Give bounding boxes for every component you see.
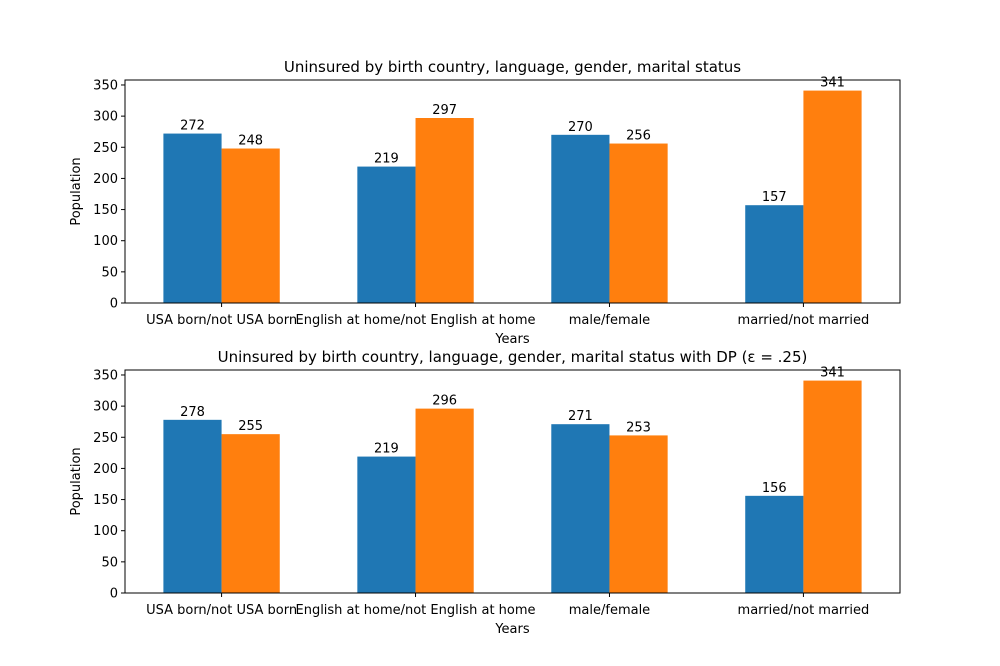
x-tick-label: English at home/not English at home xyxy=(295,313,535,328)
bar-series2-2 xyxy=(415,408,474,593)
data-label-series2-3: 253 xyxy=(626,420,651,435)
x-axis-label: Years xyxy=(494,332,530,347)
data-label-series2-4: 341 xyxy=(820,76,845,91)
x-axis-label: Years xyxy=(494,622,530,637)
chart-title: Uninsured by birth country, language, ge… xyxy=(284,58,741,76)
bar-series2-4 xyxy=(803,380,862,593)
data-label-series2-2: 297 xyxy=(432,103,457,118)
x-tick-label: male/female xyxy=(569,603,650,618)
x-tick-label: English at home/not English at home xyxy=(295,603,535,618)
bar-series1-4 xyxy=(745,495,804,593)
bar-series2-1 xyxy=(221,148,280,303)
bar-series1-1 xyxy=(163,419,222,593)
data-label-series2-1: 255 xyxy=(238,419,263,434)
x-tick-label: married/not married xyxy=(738,313,870,328)
plot-frame xyxy=(124,79,901,304)
y-axis-label: Population xyxy=(69,157,84,225)
y-tick-label: 50 xyxy=(101,265,118,280)
y-tick-label: 300 xyxy=(93,110,118,125)
bar-series1-1 xyxy=(163,133,222,303)
y-axis-label: Population xyxy=(69,447,84,515)
y-tick-label: 200 xyxy=(93,462,118,477)
bar-series1-3 xyxy=(551,424,610,593)
y-tick-label: 350 xyxy=(93,368,118,383)
bar-series2-2 xyxy=(415,118,474,303)
data-label-series1-3: 270 xyxy=(568,120,593,135)
data-label-series1-4: 156 xyxy=(762,481,787,496)
bar-series2-4 xyxy=(803,90,862,303)
data-label-series2-4: 341 xyxy=(820,366,845,381)
bar-series2-1 xyxy=(221,434,280,593)
x-tick-label: male/female xyxy=(569,313,650,328)
bar-series1-3 xyxy=(551,134,610,303)
chart-bottom: 278 219 271 156 255 296 253 341 0 50 100 150 200 250 3… xyxy=(69,348,901,637)
plot-frame xyxy=(124,369,901,594)
data-label-series2-3: 256 xyxy=(626,129,651,144)
y-tick-label: 100 xyxy=(93,234,118,249)
data-label-series1-2: 219 xyxy=(374,152,399,167)
bar-series1-2 xyxy=(357,166,416,303)
y-tick-label: 50 xyxy=(101,555,118,570)
y-tick-label: 350 xyxy=(93,78,118,93)
data-label-series1-1: 278 xyxy=(180,405,205,420)
bar-series2-3 xyxy=(609,143,668,303)
bar-series1-2 xyxy=(357,456,416,593)
y-tick-label: 250 xyxy=(93,141,118,156)
y-tick-label: 300 xyxy=(93,400,118,415)
bar-series1-4 xyxy=(745,205,804,303)
x-tick-label: USA born/not USA born xyxy=(146,313,297,328)
chart-title: Uninsured by birth country, language, ge… xyxy=(218,348,808,366)
y-tick-label: 250 xyxy=(93,431,118,446)
y-tick-label: 0 xyxy=(110,587,118,602)
data-label-series1-4: 157 xyxy=(762,190,787,205)
data-label-series1-1: 272 xyxy=(180,119,205,134)
y-tick-label: 200 xyxy=(93,172,118,187)
y-tick-label: 150 xyxy=(93,493,118,508)
data-label-series1-2: 219 xyxy=(374,442,399,457)
data-label-series2-2: 296 xyxy=(432,394,457,409)
x-tick-label: USA born/not USA born xyxy=(146,603,297,618)
data-label-series1-3: 271 xyxy=(568,409,593,424)
chart-top: 272 219 270 157 248 297 256 341 0 50 100 150 200 250 3… xyxy=(69,58,901,347)
bar-series2-3 xyxy=(609,435,668,593)
y-tick-label: 150 xyxy=(93,203,118,218)
y-tick-label: 0 xyxy=(110,297,118,312)
data-label-series2-1: 248 xyxy=(238,134,263,149)
y-tick-label: 100 xyxy=(93,524,118,539)
x-tick-label: married/not married xyxy=(738,603,870,618)
